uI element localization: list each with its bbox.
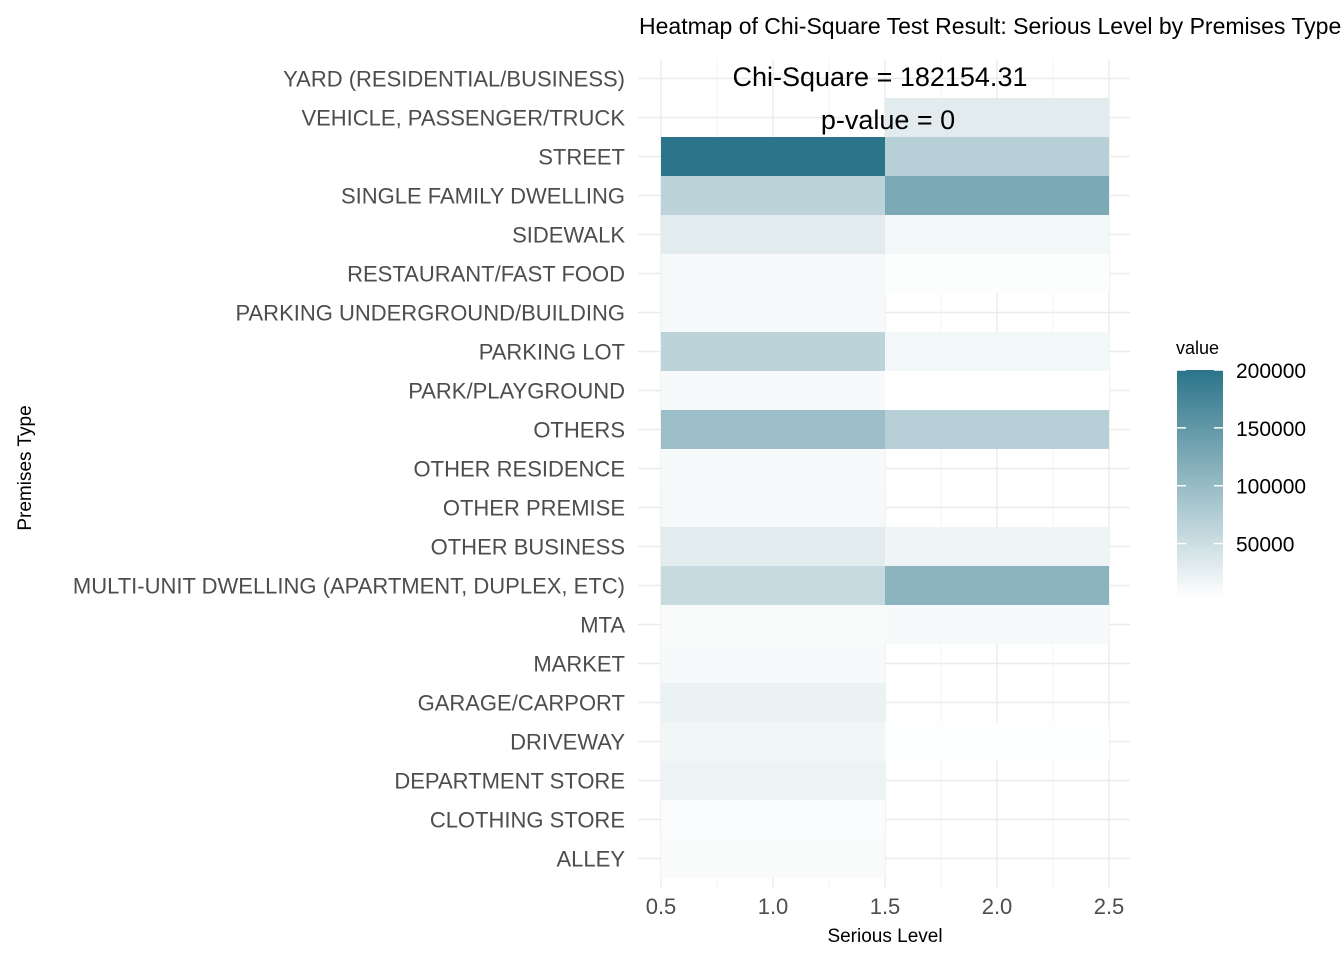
chi-square-annotation: Chi-Square = 182154.31 <box>733 62 1028 92</box>
y-tick-label: SINGLE FAMILY DWELLING <box>341 184 625 209</box>
y-tick-label: MARKET <box>533 652 625 677</box>
y-tick-label: ALLEY <box>557 847 626 872</box>
y-tick-label: CLOTHING STORE <box>430 808 625 833</box>
y-tick-label: OTHER BUSINESS <box>431 535 625 560</box>
heatmap-cell <box>661 410 885 449</box>
y-tick-label: OTHERS <box>533 418 625 443</box>
heatmap-cells <box>661 98 1109 878</box>
heatmap-cell <box>661 449 885 488</box>
heatmap-cell <box>661 605 885 644</box>
heatmap-cell <box>885 410 1109 449</box>
heatmap-cell <box>661 215 885 254</box>
y-axis-title: Premises Type <box>15 405 36 530</box>
y-tick-label: PARKING UNDERGROUND/BUILDING <box>235 301 625 326</box>
heatmap-cell <box>885 137 1109 176</box>
y-tick-label: OTHER PREMISE <box>443 496 625 521</box>
y-tick-labels: ALLEY CLOTHING STORE DEPARTMENT STORE DRIVE… <box>73 67 625 872</box>
heatmap-cell <box>885 332 1109 371</box>
y-tick-label: GARAGE/CARPORT <box>418 691 625 716</box>
heatmap-cell <box>885 566 1109 605</box>
heatmap-cell <box>661 644 885 683</box>
p-value-annotation: p-value = 0 <box>821 105 955 135</box>
x-tick-label: 1.5 <box>870 894 901 919</box>
y-tick-label: PARK/PLAYGROUND <box>408 379 625 404</box>
heatmap-cell <box>885 254 1109 293</box>
y-tick-label: RESTAURANT/FAST FOOD <box>347 262 625 287</box>
heatmap-cell <box>661 371 885 410</box>
y-tick-label: MULTI-UNIT DWELLING (APARTMENT, DUPLEX, … <box>73 574 625 599</box>
heatmap-cell <box>885 371 1109 410</box>
y-tick-label: OTHER RESIDENCE <box>414 457 625 482</box>
x-tick-label: 1.0 <box>758 894 789 919</box>
y-tick-label: PARKING LOT <box>479 340 625 365</box>
heatmap-cell <box>661 839 885 878</box>
heatmap-cell <box>885 722 1109 761</box>
heatmap-cell <box>661 683 885 722</box>
x-tick-labels: 0.5 1.0 1.5 2.0 2.5 <box>646 894 1125 919</box>
y-tick-label: MTA <box>580 613 625 638</box>
legend-colorbar <box>1177 370 1223 598</box>
heatmap-cell <box>885 605 1109 644</box>
heatmap-cell <box>885 527 1109 566</box>
y-tick-label: STREET <box>538 145 625 170</box>
heatmap-cell <box>661 176 885 215</box>
chart-title: Heatmap of Chi-Square Test Result: Serio… <box>639 13 1341 39</box>
y-tick-label: DRIVEWAY <box>510 730 625 755</box>
y-tick-label: YARD (RESIDENTIAL/BUSINESS) <box>283 67 625 92</box>
heatmap-cell <box>885 215 1109 254</box>
legend-tick-label: 50000 <box>1236 534 1294 557</box>
x-axis-title: Serious Level <box>827 926 942 947</box>
legend: value 200000 150000 100000 50000 <box>1176 338 1306 598</box>
x-tick-label: 2.5 <box>1094 894 1125 919</box>
legend-tick-label: 100000 <box>1236 476 1306 499</box>
legend-ticks: 200000 150000 100000 50000 <box>1177 360 1306 557</box>
heatmap-cell <box>661 566 885 605</box>
legend-tick-label: 150000 <box>1236 418 1306 441</box>
legend-tick-label: 200000 <box>1236 360 1306 383</box>
heatmap-cell <box>661 254 885 293</box>
heatmap-cell <box>885 176 1109 215</box>
heatmap-cell <box>661 488 885 527</box>
heatmap-cell <box>661 722 885 761</box>
y-tick-label: SIDEWALK <box>512 223 625 248</box>
heatmap-cell <box>885 98 1109 137</box>
legend-title: value <box>1176 338 1219 358</box>
heatmap-cell <box>661 527 885 566</box>
heatmap-cell <box>661 137 885 176</box>
heatmap-cell <box>661 761 885 800</box>
heatmap-cell <box>661 800 885 839</box>
y-tick-label: DEPARTMENT STORE <box>394 769 625 794</box>
heatmap-cell <box>661 332 885 371</box>
x-tick-label: 2.0 <box>982 894 1013 919</box>
y-tick-label: VEHICLE, PASSENGER/TRUCK <box>301 106 625 131</box>
x-tick-label: 0.5 <box>646 894 677 919</box>
heatmap-cell <box>661 293 885 332</box>
